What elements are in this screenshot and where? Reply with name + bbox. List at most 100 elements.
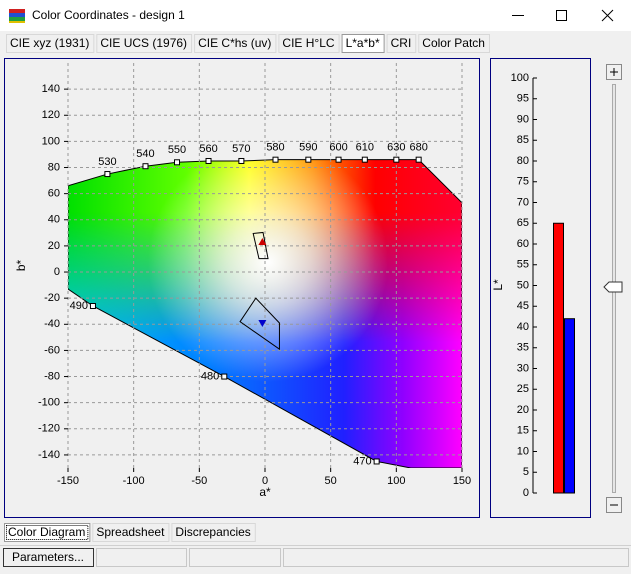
y-tick-label: 40 xyxy=(48,214,60,226)
y-tick-label: -80 xyxy=(44,370,60,382)
tab[interactable] xyxy=(194,34,277,53)
wavelength-marker xyxy=(174,159,181,166)
y-tick-label: 95 xyxy=(517,93,529,105)
wavelength-label: 480 xyxy=(201,370,219,382)
color-point xyxy=(258,237,267,245)
wavelength-marker xyxy=(205,157,212,164)
y-tick-label: 0 xyxy=(523,487,529,499)
tab-label[interactable]: Spreadsheet xyxy=(96,525,165,539)
wavelength-marker xyxy=(89,303,96,309)
x-tick-label: -50 xyxy=(191,475,207,487)
y-axis-label: b* xyxy=(14,259,28,271)
x-tick-label: -150 xyxy=(57,475,79,487)
x-tick-label: 150 xyxy=(453,475,471,487)
tab[interactable] xyxy=(6,34,95,53)
y-tick-label: 45 xyxy=(517,300,529,312)
x-tick-label: -100 xyxy=(123,475,145,487)
y-tick-label: -140 xyxy=(38,449,60,461)
tolerance-region xyxy=(252,231,269,260)
y-tick-label: -40 xyxy=(44,318,60,330)
parameters-button[interactable] xyxy=(3,548,94,567)
wavelength-label: 540 xyxy=(136,148,154,160)
y-tick-label: 65 xyxy=(517,217,529,229)
y-tick-label: 20 xyxy=(517,404,529,416)
tab-label[interactable]: CRI xyxy=(391,36,412,50)
wavelength-marker xyxy=(393,156,400,163)
bar xyxy=(564,318,575,494)
wavelength-marker xyxy=(305,156,312,163)
y-tick-label: 100 xyxy=(511,72,529,84)
y-tick-label: 100 xyxy=(42,135,60,147)
status-cell xyxy=(189,548,281,567)
y-tick-label: -60 xyxy=(44,344,60,356)
gamut-outline-group xyxy=(68,159,462,468)
tab-label[interactable]: L*a*b* xyxy=(346,36,380,50)
y-tick-label: 35 xyxy=(517,342,529,354)
maximize-button[interactable] xyxy=(556,10,567,21)
x-tick-label: 50 xyxy=(325,475,337,487)
y-tick-label: 20 xyxy=(48,240,60,252)
tab[interactable] xyxy=(4,523,91,542)
tab-label[interactable]: Color Patch xyxy=(422,36,485,50)
wavelength-marker xyxy=(221,373,228,380)
tab[interactable] xyxy=(341,34,385,53)
app-icon xyxy=(9,9,25,23)
tab-label[interactable]: CIE H°LC xyxy=(282,36,334,50)
title-bar xyxy=(0,0,631,31)
wavelength-marker xyxy=(415,156,422,163)
tab-bar: CIE xyz (1931) CIE UCS (1976) CIE C*hs (uv… xyxy=(6,34,490,53)
focus-ring xyxy=(6,525,89,540)
tab-label[interactable]: Color Diagram xyxy=(8,525,85,539)
tab[interactable] xyxy=(96,34,193,53)
wavelength-label: 530 xyxy=(98,156,116,168)
wavelength-label: 470 xyxy=(353,455,371,467)
tab[interactable] xyxy=(171,523,256,542)
wavelength-label: 490 xyxy=(70,300,88,312)
tab[interactable] xyxy=(386,34,417,53)
y-tick-label: 10 xyxy=(517,445,529,457)
y-axis-label: L* xyxy=(491,279,505,291)
color-point xyxy=(258,319,267,327)
x-tick-label: 100 xyxy=(387,475,405,487)
x-axis-label: a* xyxy=(259,485,271,499)
y-tick-label: 0 xyxy=(54,266,60,278)
y-tick-label: 70 xyxy=(517,196,529,208)
wavelength-label: 570 xyxy=(232,143,250,155)
status-cell xyxy=(96,548,187,567)
y-tick-label: 55 xyxy=(517,259,529,271)
wavelength-label: 610 xyxy=(356,142,374,154)
y-tick-label: 60 xyxy=(517,238,529,250)
y-tick-label: 40 xyxy=(517,321,529,333)
close-button[interactable] xyxy=(601,9,614,22)
y-tick-label: 140 xyxy=(42,83,60,95)
parameters-button-label[interactable]: Parameters... xyxy=(12,550,84,564)
y-tick-label: 5 xyxy=(523,466,529,478)
wavelength-marker xyxy=(272,156,279,163)
wavelength-label: 630 xyxy=(387,142,405,154)
tab[interactable] xyxy=(278,34,340,53)
y-tick-label: 90 xyxy=(517,113,529,125)
tolerance-region xyxy=(239,297,280,351)
y-tick-label: 50 xyxy=(517,279,529,291)
wavelength-marker xyxy=(238,157,245,164)
wavelength-marker xyxy=(361,156,368,163)
y-tick-label: 15 xyxy=(517,425,529,437)
x-tick-label: 0 xyxy=(262,475,268,487)
wavelength-label: 550 xyxy=(168,144,186,156)
wavelength-label: 600 xyxy=(329,142,347,154)
wavelength-label: 680 xyxy=(409,142,427,154)
tab-label[interactable]: CIE xyz (1931) xyxy=(10,36,89,50)
wavelength-label: 590 xyxy=(299,142,317,154)
lightness-slider[interactable] xyxy=(603,64,623,513)
status-cell xyxy=(283,548,629,567)
tab-label[interactable]: Discrepancies xyxy=(175,525,250,539)
y-tick-label: -20 xyxy=(44,292,60,304)
wavelength-label: 560 xyxy=(199,143,217,155)
tab-label[interactable]: CIE C*hs (uv) xyxy=(198,36,271,50)
tab[interactable] xyxy=(418,34,490,53)
tab-label[interactable]: CIE UCS (1976) xyxy=(100,36,187,50)
tab[interactable] xyxy=(92,523,170,542)
y-tick-label: -100 xyxy=(38,397,60,409)
